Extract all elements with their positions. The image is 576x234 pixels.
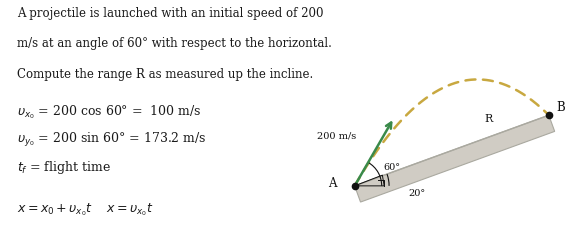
Polygon shape: [355, 115, 555, 202]
Text: $t_f$ = flight time: $t_f$ = flight time: [17, 159, 111, 176]
Text: A: A: [328, 177, 337, 190]
Text: B: B: [557, 101, 566, 114]
Text: $\upsilon_{y_0}$ = 200 sin 60° = 173.2 m/s: $\upsilon_{y_0}$ = 200 sin 60° = 173.2 m…: [17, 131, 206, 149]
Text: Compute the range R as measured up the incline.: Compute the range R as measured up the i…: [17, 68, 313, 81]
Text: 200 m/s: 200 m/s: [317, 132, 356, 140]
Text: A projectile is launched with an initial speed of 200: A projectile is launched with an initial…: [17, 7, 323, 20]
Text: 60°: 60°: [383, 163, 400, 172]
Text: R: R: [484, 114, 493, 124]
Text: $\upsilon_{x_0}$ = 200 cos 60° =  100 m/s: $\upsilon_{x_0}$ = 200 cos 60° = 100 m/s: [17, 103, 201, 121]
Text: 20°: 20°: [409, 189, 426, 198]
Text: m/s at an angle of 60° with respect to the horizontal.: m/s at an angle of 60° with respect to t…: [17, 37, 332, 51]
Text: $x = x_0 + \upsilon_{x_0}t$    $x = \upsilon_{x_0}t$: $x = x_0 + \upsilon_{x_0}t$ $x = \upsilo…: [17, 201, 153, 218]
